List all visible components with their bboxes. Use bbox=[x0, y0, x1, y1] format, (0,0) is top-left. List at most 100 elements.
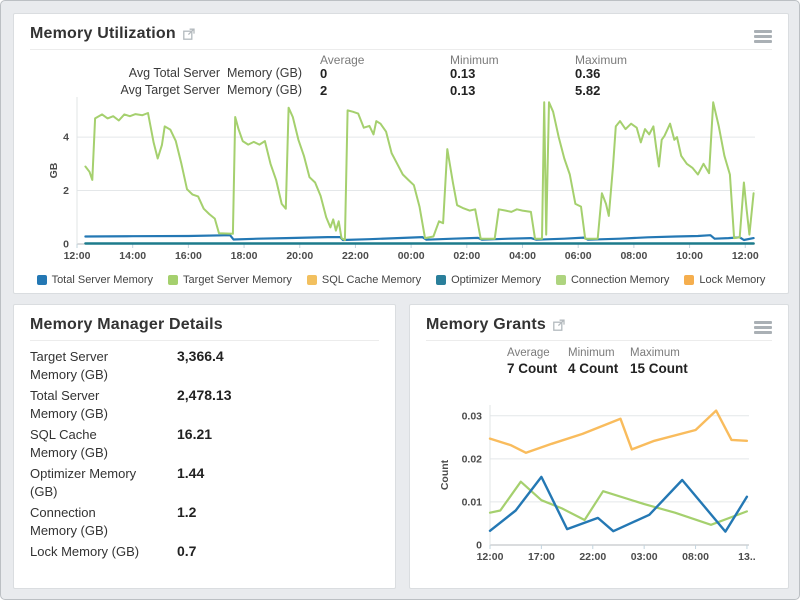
stat-value-maximum: 5.82 bbox=[575, 83, 601, 98]
stat-row-label: Avg Target Server Memory (GB) bbox=[120, 83, 302, 97]
legend-label: SQL Cache Memory bbox=[321, 274, 422, 286]
legend-swatch bbox=[436, 275, 447, 285]
svg-text:12:00: 12:00 bbox=[732, 250, 759, 262]
stat-value-minimum: 4 Count bbox=[568, 361, 619, 376]
svg-text:2: 2 bbox=[63, 185, 69, 197]
svg-text:08:00: 08:00 bbox=[620, 250, 647, 262]
svg-text:06:00: 06:00 bbox=[565, 250, 592, 262]
svg-text:14:00: 14:00 bbox=[119, 250, 146, 262]
detail-label: Optimizer Memory (GB) bbox=[30, 466, 137, 499]
svg-text:4: 4 bbox=[63, 132, 69, 144]
svg-text:12:00: 12:00 bbox=[477, 551, 504, 563]
stat-column-minimum: Minimum bbox=[568, 347, 615, 359]
panel-memory-manager-details: Memory Manager Details Target Server Mem… bbox=[13, 304, 396, 589]
stat-value-maximum: 0.36 bbox=[575, 66, 601, 81]
detail-value: 1.2 bbox=[177, 504, 197, 520]
detail-row-optimizer-memory: Optimizer Memory (GB) 1.44 bbox=[30, 465, 381, 500]
svg-text:22:00: 22:00 bbox=[579, 551, 606, 563]
detail-label: Connection Memory (GB) bbox=[30, 505, 108, 538]
external-link-icon[interactable] bbox=[182, 28, 195, 40]
legend-label: Total Server Memory bbox=[51, 274, 154, 286]
svg-text:03:00: 03:00 bbox=[631, 551, 658, 563]
panel-title-text: Memory Grants bbox=[426, 316, 546, 333]
legend-label: Connection Memory bbox=[570, 274, 670, 286]
svg-text:04:00: 04:00 bbox=[509, 250, 536, 262]
svg-text:0: 0 bbox=[63, 239, 69, 251]
svg-text:20:00: 20:00 bbox=[286, 250, 313, 262]
panel-memory-grants: Memory Grants Average Minimum Maximum 7 … bbox=[409, 304, 789, 589]
stat-value-average: 0 bbox=[320, 66, 328, 81]
legend-label: Lock Memory bbox=[699, 274, 766, 286]
detail-value: 16.21 bbox=[177, 426, 213, 442]
memory-grants-chart[interactable]: 0 0.01 0.02 0.03 12:00 17:00 22:00 03:00 08:00 13… bbox=[410, 393, 788, 573]
stat-value-maximum: 15 Count bbox=[630, 361, 688, 376]
detail-row-sql-cache-memory: SQL Cache Memory (GB) 16.21 bbox=[30, 426, 381, 461]
svg-text:0.03: 0.03 bbox=[462, 410, 483, 422]
svg-text:02:00: 02:00 bbox=[453, 250, 480, 262]
detail-row-lock-memory: Lock Memory (GB) 0.7 bbox=[30, 543, 381, 561]
menu-icon[interactable] bbox=[754, 321, 772, 334]
utilization-stats: Average Minimum Maximum Avg Total Server… bbox=[30, 53, 772, 101]
panel-memory-utilization: Memory Utilization Average Minimum Maxim… bbox=[13, 13, 789, 294]
external-link-icon[interactable] bbox=[553, 319, 565, 331]
stat-column-maximum: Maximum bbox=[630, 347, 680, 359]
stat-value-minimum: 0.13 bbox=[450, 66, 476, 81]
stat-column-average: Average bbox=[507, 347, 550, 359]
header-divider bbox=[30, 49, 772, 50]
legend-item-target-server-memory[interactable]: Target Server Memory bbox=[168, 274, 292, 286]
panel-title-text: Memory Manager Details bbox=[30, 316, 223, 333]
svg-text:17:00: 17:00 bbox=[528, 551, 555, 563]
stat-row-label: Avg Total Server Memory (GB) bbox=[128, 66, 302, 80]
svg-text:00:00: 00:00 bbox=[398, 250, 425, 262]
detail-label: Total Server Memory (GB) bbox=[30, 388, 108, 421]
svg-text:0.02: 0.02 bbox=[462, 453, 483, 465]
panel-title-text: Memory Utilization bbox=[30, 25, 176, 42]
stat-column-maximum: Maximum bbox=[575, 53, 628, 67]
header-divider bbox=[30, 340, 379, 341]
svg-text:22:00: 22:00 bbox=[342, 250, 369, 262]
stat-column-average: Average bbox=[320, 53, 365, 67]
legend-item-optimizer-memory[interactable]: Optimizer Memory bbox=[436, 274, 541, 286]
svg-text:16:00: 16:00 bbox=[175, 250, 202, 262]
svg-text:0.01: 0.01 bbox=[462, 496, 483, 508]
detail-label: Lock Memory (GB) bbox=[30, 544, 140, 559]
memory-manager-detail-list: Target Server Memory (GB) 3,366.4 Total … bbox=[30, 348, 381, 565]
detail-value: 3,366.4 bbox=[177, 348, 224, 364]
stat-column-minimum: Minimum bbox=[450, 53, 499, 67]
svg-text:08:00: 08:00 bbox=[682, 551, 709, 563]
detail-value: 2,478.13 bbox=[177, 387, 232, 403]
menu-icon[interactable] bbox=[754, 30, 772, 43]
svg-text:10:00: 10:00 bbox=[676, 250, 703, 262]
legend-item-total-server-memory[interactable]: Total Server Memory bbox=[36, 274, 154, 286]
svg-text:GB: GB bbox=[48, 162, 60, 178]
svg-text:Count: Count bbox=[439, 459, 451, 490]
stat-value-average: 7 Count bbox=[507, 361, 558, 376]
detail-label: Target Server Memory (GB) bbox=[30, 349, 109, 382]
detail-row-target-server-memory: Target Server Memory (GB) 3,366.4 bbox=[30, 348, 381, 383]
legend-item-lock-memory[interactable]: Lock Memory bbox=[684, 274, 765, 286]
svg-text:0: 0 bbox=[476, 540, 482, 552]
stat-value-average: 2 bbox=[320, 83, 328, 98]
panel-title-memory-manager-details: Memory Manager Details bbox=[30, 316, 223, 334]
memory-utilization-chart[interactable]: 0 2 4 12:00 14:00 16:00 18:00 20:00 22:00 00:00 02… bbox=[14, 90, 788, 268]
stat-value-minimum: 0.13 bbox=[450, 83, 476, 98]
panel-title-memory-grants: Memory Grants bbox=[426, 316, 565, 334]
svg-text:12:00: 12:00 bbox=[64, 250, 91, 262]
svg-text:18:00: 18:00 bbox=[231, 250, 258, 262]
legend-item-connection-memory[interactable]: Connection Memory bbox=[555, 274, 670, 286]
detail-value: 1.44 bbox=[177, 465, 205, 481]
legend-swatch bbox=[555, 275, 566, 285]
svg-text:13..: 13.. bbox=[738, 551, 756, 563]
legend-swatch bbox=[306, 275, 317, 285]
detail-row-connection-memory: Connection Memory (GB) 1.2 bbox=[30, 504, 381, 539]
legend-label: Optimizer Memory bbox=[451, 274, 541, 286]
legend-item-sql-cache-memory[interactable]: SQL Cache Memory bbox=[306, 274, 422, 286]
legend-swatch bbox=[36, 275, 47, 285]
panel-title-memory-utilization: Memory Utilization bbox=[30, 25, 195, 43]
detail-label: SQL Cache Memory (GB) bbox=[30, 427, 108, 460]
grants-stats: Average Minimum Maximum 7 Count 4 Count … bbox=[426, 347, 756, 383]
legend-swatch bbox=[168, 275, 179, 285]
legend-label: Target Server Memory bbox=[183, 274, 292, 286]
legend-swatch bbox=[684, 275, 695, 285]
